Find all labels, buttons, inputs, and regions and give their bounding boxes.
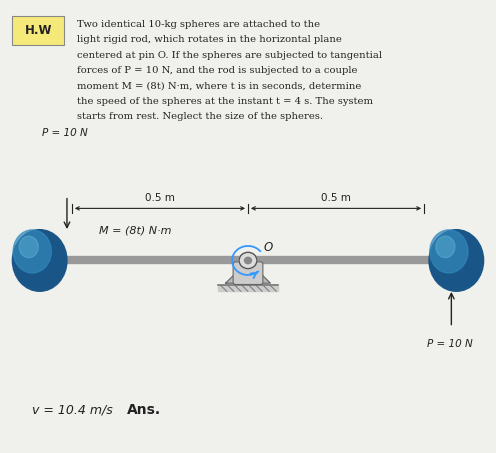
Text: O: O: [264, 241, 273, 254]
Polygon shape: [218, 285, 278, 291]
Text: the speed of the spheres at the instant t = 4 s. The system: the speed of the spheres at the instant …: [77, 97, 373, 106]
FancyBboxPatch shape: [233, 262, 263, 284]
Text: M = (8t) N·m: M = (8t) N·m: [99, 226, 172, 236]
Circle shape: [245, 257, 251, 264]
Ellipse shape: [430, 230, 468, 273]
Ellipse shape: [13, 230, 52, 273]
Text: 0.5 m: 0.5 m: [145, 193, 175, 203]
Text: moment M = (8t) N·m, where t is in seconds, determine: moment M = (8t) N·m, where t is in secon…: [77, 82, 361, 91]
Ellipse shape: [429, 230, 484, 291]
Text: v = 10.4 m/s: v = 10.4 m/s: [32, 404, 113, 416]
Ellipse shape: [12, 230, 67, 291]
Text: forces of P = 10 N, and the rod is subjected to a couple: forces of P = 10 N, and the rod is subje…: [77, 66, 358, 75]
Text: 0.5 m: 0.5 m: [321, 193, 351, 203]
Text: H.W: H.W: [24, 24, 52, 37]
Text: P = 10 N: P = 10 N: [427, 339, 472, 349]
Text: Two identical 10-kg spheres are attached to the: Two identical 10-kg spheres are attached…: [77, 20, 320, 29]
Text: light rigid rod, which rotates in the horizontal plane: light rigid rod, which rotates in the ho…: [77, 35, 342, 44]
Text: Ans.: Ans.: [126, 403, 161, 417]
Ellipse shape: [19, 236, 38, 258]
Ellipse shape: [436, 236, 455, 258]
Text: starts from rest. Neglect the size of the spheres.: starts from rest. Neglect the size of th…: [77, 112, 323, 121]
Circle shape: [239, 252, 257, 269]
Text: centered at pin O. If the spheres are subjected to tangential: centered at pin O. If the spheres are su…: [77, 51, 382, 60]
FancyBboxPatch shape: [12, 16, 64, 45]
Polygon shape: [226, 261, 270, 283]
Text: P = 10 N: P = 10 N: [42, 128, 88, 138]
